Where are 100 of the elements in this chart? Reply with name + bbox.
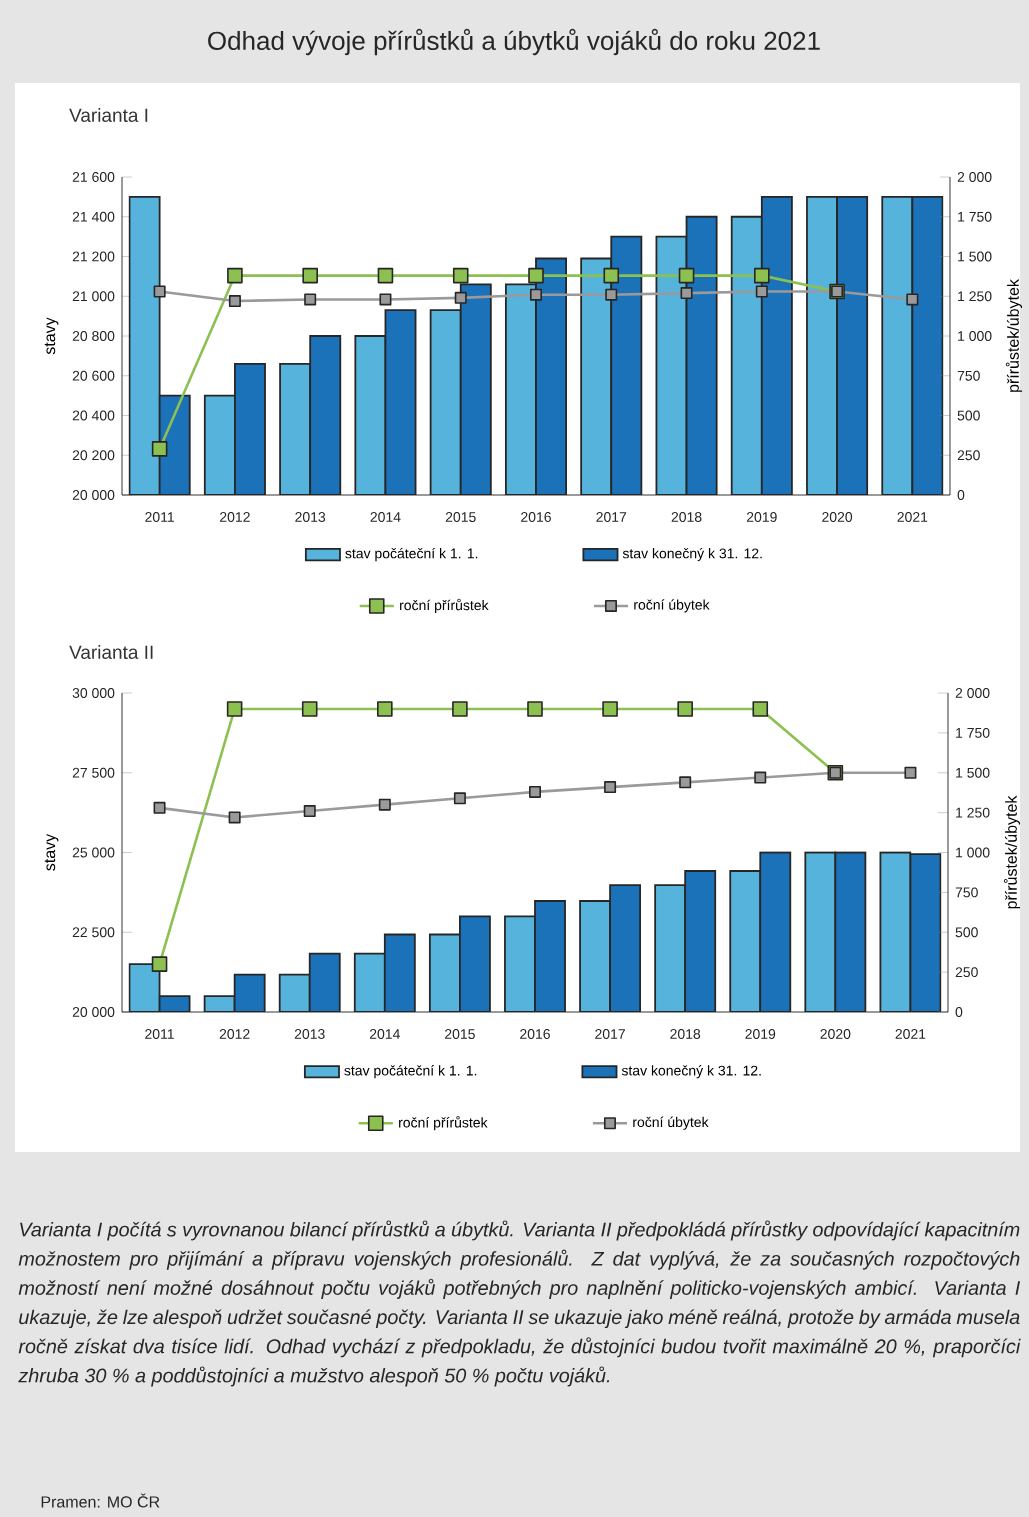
point — [679, 776, 692, 789]
point — [528, 267, 544, 284]
y-axis-title: stavy — [44, 317, 59, 355]
x-tick-label: 2017 — [595, 1029, 625, 1039]
x-tick-label: 2015 — [445, 512, 476, 522]
point — [678, 267, 695, 284]
y2-tick-label: 2 000 — [955, 688, 990, 698]
legend-label: stav konečný k 31. 12. — [621, 1065, 761, 1079]
point — [604, 781, 617, 794]
y-tick-label: 20 600 — [72, 370, 115, 381]
point — [906, 293, 919, 306]
y2-tick-label: 250 — [955, 967, 978, 978]
y2-tick-label: 1 000 — [958, 331, 992, 341]
point — [227, 267, 243, 284]
y2-tick-label: 1 750 — [956, 727, 990, 738]
x-tick-label: 2012 — [219, 1029, 250, 1039]
chart-subtitle: Varianta I — [69, 108, 148, 122]
x-tick-label: 2017 — [596, 512, 627, 522]
point — [529, 785, 541, 798]
point — [379, 293, 392, 306]
x-tick-label: 2011 — [145, 1029, 174, 1039]
y-tick-label: 25 000 — [72, 847, 115, 858]
point — [454, 291, 467, 304]
y2-tick-label: 1 750 — [958, 211, 992, 222]
x-tick-label: 2018 — [671, 512, 702, 522]
point — [602, 701, 618, 717]
y2-tick-label: 250 — [957, 450, 980, 461]
point — [228, 811, 241, 824]
y-tick-label: 21 200 — [72, 251, 115, 262]
y-tick-label: 30 000 — [72, 688, 115, 698]
chart-title: Odhad vývoje přírůstků a úbytků vojáků do roku 2021 — [208, 28, 820, 56]
y2-tick-label: 500 — [955, 927, 978, 938]
y-tick-label: 21 000 — [72, 291, 115, 302]
x-tick-label: 2015 — [445, 1029, 475, 1039]
point — [226, 701, 243, 717]
point — [605, 288, 618, 301]
chart-subtitle: Varianta II — [69, 645, 153, 659]
legend-label: roční úbytek — [633, 1116, 709, 1130]
point — [301, 701, 318, 717]
y2-axis-title: přírůstek/úbytek — [1005, 279, 1023, 392]
point — [304, 293, 317, 306]
y2-tick-label: 1 000 — [956, 847, 990, 858]
point — [377, 701, 393, 717]
x-tick-label: 2021 — [897, 512, 928, 522]
y2-tick-label: 750 — [955, 887, 978, 898]
point — [754, 771, 767, 784]
y2-tick-label: 0 — [957, 490, 965, 500]
legend-label: roční přírůstek — [400, 598, 489, 614]
y2-tick-label: 1 250 — [958, 291, 992, 302]
y-tick-label: 20 000 — [72, 490, 115, 500]
y-tick-label: 20 400 — [72, 410, 115, 421]
x-tick-label: 2020 — [822, 512, 853, 522]
point — [453, 792, 466, 805]
x-tick-label: 2019 — [745, 1029, 776, 1039]
point — [680, 287, 693, 300]
text: Varianta I počítá s vyrovnanou bilancí přírůstků a úbytků. Varianta II předpokládá přírůstky odpovídající kapacitním možnostem pro přijímání a přípravu vojenských profesionálů. Z dat vyplývá, že za současných rozpočtových možností není možné dosáhnout počtu vojáků potřebných pro naplnění politicko-vojenských ambicí. Varianta I ukazuje, že lze alespoň udržet současné počty. Varianta II se ukazuje jako méně reálná, protože by armáda musela ročně získat dva tisíce lidí. Odhad vychází z předpokladu, že důstojníci budou tvořit maximálně 20 %, praporčíci zhruba 30 % a poddůstojníci a mužstvo alespoň 50 % počtu vojáků. — [18, 1220, 1021, 1387]
point — [153, 801, 166, 814]
y2-tick-label: 500 — [957, 410, 980, 421]
point — [377, 267, 394, 284]
point — [755, 285, 768, 298]
point — [151, 441, 168, 457]
point — [754, 267, 770, 284]
point — [603, 267, 620, 284]
point — [452, 267, 469, 284]
y2-tick-label: 750 — [957, 370, 980, 381]
y2-tick-label: 2 000 — [957, 172, 992, 182]
y-tick-label: 20 800 — [72, 331, 115, 341]
point — [151, 956, 168, 972]
x-tick-label: 2012 — [220, 512, 250, 522]
y-tick-label: 27 500 — [72, 767, 115, 778]
x-tick-label: 2016 — [520, 1029, 550, 1039]
y-tick-label: 21 600 — [72, 172, 115, 182]
x-tick-label: 2011 — [145, 512, 174, 522]
x-tick-label: 2021 — [895, 1029, 926, 1039]
x-tick-label: 2020 — [820, 1029, 851, 1039]
point — [228, 295, 241, 308]
y2-tick-label: 1 500 — [958, 251, 992, 262]
point — [527, 701, 543, 717]
point — [302, 267, 318, 284]
y-tick-label: 20 000 — [72, 1007, 115, 1017]
legend-label: stav počáteční k 1. 1. — [345, 547, 478, 562]
legend-label: stav počáteční k 1. 1. — [344, 1065, 477, 1079]
point — [303, 805, 316, 818]
point — [153, 285, 166, 298]
x-tick-label: 2013 — [294, 1029, 325, 1039]
y-axis-title: stavy — [44, 833, 59, 871]
y2-tick-label: 1 500 — [956, 767, 990, 778]
x-tick-label: 2019 — [746, 512, 777, 522]
x-tick-label: 2014 — [369, 1029, 400, 1039]
point — [378, 798, 391, 811]
y-tick-label: 21 400 — [72, 211, 115, 222]
y2-tick-label: 0 — [955, 1007, 963, 1017]
text: Pramen: MO ČR — [41, 1493, 160, 1508]
point — [452, 701, 468, 717]
x-tick-label: 2013 — [295, 512, 326, 522]
legend-label: roční přírůstek — [399, 1116, 488, 1131]
x-tick-label: 2018 — [670, 1029, 701, 1039]
x-tick-label: 2014 — [370, 512, 401, 522]
legend-label: stav konečný k 31. 12. — [622, 547, 762, 562]
y-tick-label: 22 500 — [72, 927, 115, 938]
